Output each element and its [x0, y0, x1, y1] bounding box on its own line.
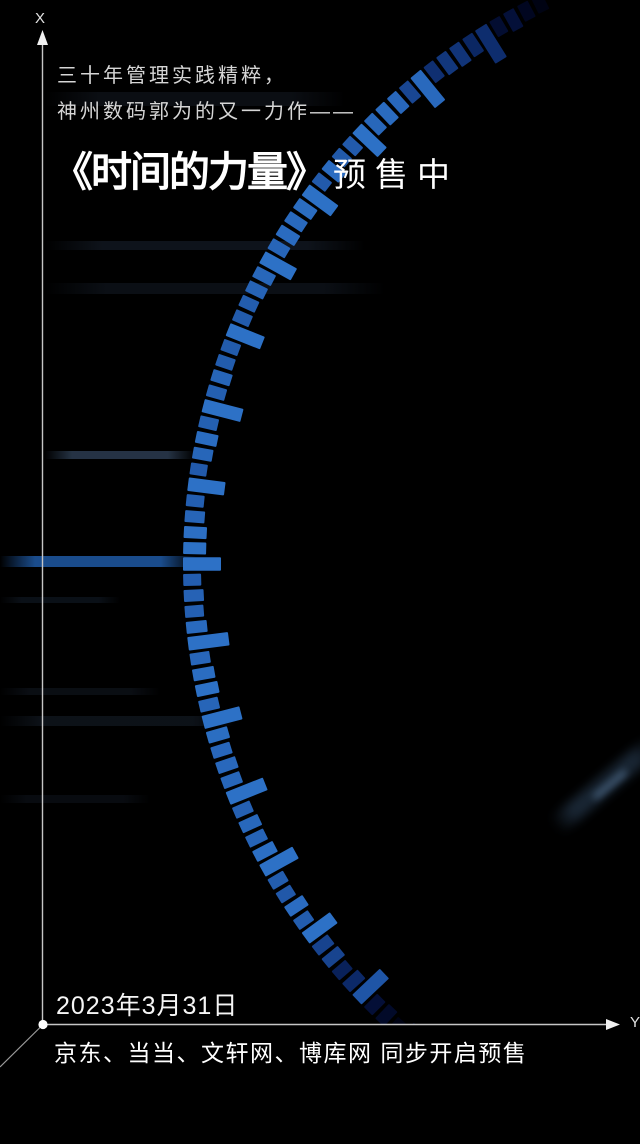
dial-tick	[198, 696, 220, 713]
dial-tick	[364, 993, 386, 1016]
dial-tick	[232, 309, 253, 327]
dial-tick	[342, 969, 366, 993]
dial-tick-major	[301, 912, 338, 944]
dial-tick-major	[183, 557, 221, 571]
dial-tick	[331, 960, 353, 981]
dial-tick	[210, 741, 233, 759]
dial-tick-major	[225, 323, 265, 350]
dial-tick	[185, 619, 208, 634]
dial-tick	[189, 650, 211, 666]
dial-tick	[364, 112, 387, 136]
dial-tick	[489, 16, 509, 38]
dial-tick	[293, 198, 318, 220]
dial-tick	[387, 91, 410, 114]
dial-tick	[284, 895, 309, 917]
y-axis-arrowhead-icon	[606, 1019, 620, 1030]
dial-tick	[311, 934, 335, 956]
dial-tick	[183, 573, 202, 586]
dial-tick	[275, 884, 296, 904]
dial-tick	[184, 510, 206, 524]
x-axis-label: X	[35, 10, 47, 27]
dial-tick	[238, 294, 260, 313]
dial-tick-major	[352, 123, 387, 157]
dial-tick	[245, 280, 268, 300]
dial-tick	[311, 172, 332, 192]
clock-dial	[183, 0, 550, 1024]
dial-tick	[275, 224, 301, 246]
dial-tick	[449, 41, 472, 67]
dial-tick	[215, 756, 239, 774]
dial-tick	[342, 135, 363, 157]
dial-tick-major	[352, 969, 389, 1005]
dial-tick	[436, 51, 459, 76]
dial-tick	[284, 211, 308, 233]
dial-tick-major	[259, 846, 299, 877]
dial-tick	[331, 147, 352, 168]
dial-tick	[198, 415, 220, 432]
dial-tick	[183, 542, 207, 555]
tagline-line2: 神州数码郭为的又一力作——	[57, 101, 356, 123]
dial-tick	[205, 726, 230, 744]
book-title-suffix: 预售中	[333, 156, 459, 193]
dial-tick	[220, 339, 241, 356]
dial-tick	[245, 828, 268, 848]
vendors-line: 京东、当当、文轩网、博库网 同步开启预售	[54, 1040, 528, 1066]
dial-tick	[184, 604, 205, 618]
dial-tick	[423, 60, 445, 83]
origin-dot	[38, 1019, 48, 1030]
dial-tick	[267, 870, 289, 890]
dial-tick	[252, 841, 278, 862]
dial-tick-major	[410, 69, 445, 108]
dial-tick-major	[301, 184, 339, 217]
dial-tick	[192, 665, 216, 682]
tagline-line1: 三十年管理实践精粹，	[57, 65, 287, 87]
dial-tick	[232, 800, 254, 819]
dial-tick-major	[475, 23, 507, 64]
dial-tick	[503, 8, 524, 32]
dial-tick	[189, 462, 208, 477]
dial-tick	[387, 1017, 407, 1024]
dial-tick	[321, 160, 346, 183]
dial-tick	[462, 32, 484, 58]
dial-tick-major	[259, 251, 297, 281]
y-axis-label: Y	[630, 1014, 640, 1031]
dial-tick	[238, 814, 262, 834]
dial-tick	[215, 354, 236, 371]
book-title: 《时间的力量》 预售中	[52, 138, 459, 198]
book-title-main: 《时间的力量》	[52, 149, 327, 195]
dial-tick-major	[187, 632, 230, 651]
dial-tick	[293, 910, 315, 930]
dial-tick	[185, 494, 205, 508]
dial-tick	[375, 101, 399, 126]
dial-tick	[194, 680, 220, 697]
dial-tick	[194, 431, 219, 447]
release-date: 2023年3月31日	[56, 992, 239, 1020]
dial-tick	[252, 266, 276, 286]
diagonal-axis-line	[0, 1027, 41, 1068]
dial-tick	[205, 384, 228, 401]
dial-tick	[183, 589, 205, 602]
x-axis-arrowhead-icon	[37, 30, 48, 45]
dial-tick	[210, 369, 233, 387]
dial-tick	[192, 446, 214, 462]
dial-tick	[375, 1004, 398, 1024]
dial-tick-major	[201, 706, 243, 729]
dial-tick-major	[187, 477, 226, 496]
dial-tick	[267, 238, 291, 259]
dial-tick	[321, 946, 345, 968]
dial-tick	[517, 0, 536, 22]
dial-tick	[531, 0, 550, 14]
dial-tick	[220, 771, 243, 789]
dial-tick-major	[201, 399, 244, 422]
dial-tick	[183, 526, 208, 540]
dial-tick	[399, 80, 422, 104]
dial-tick-major	[225, 777, 268, 805]
